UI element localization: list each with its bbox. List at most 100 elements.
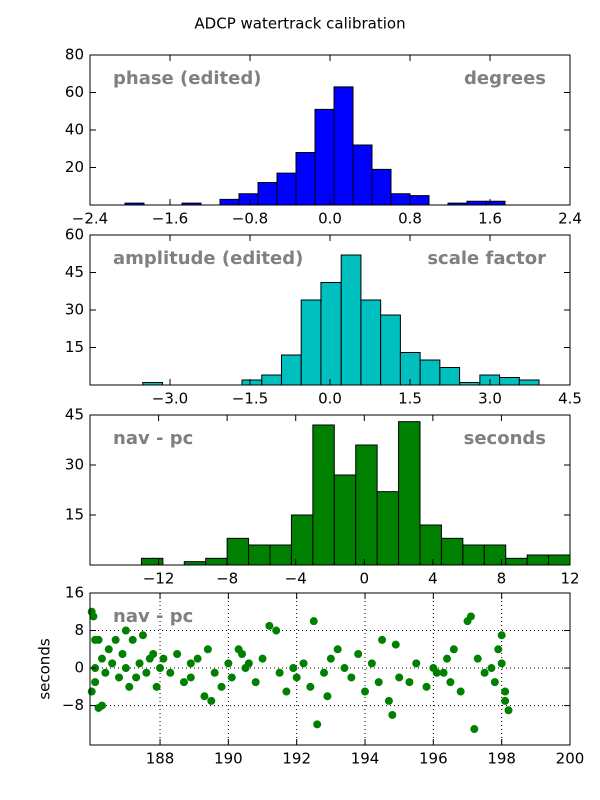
scatter-point (272, 626, 281, 635)
scatter-point (193, 654, 202, 663)
y-tick-label: 15 (65, 338, 84, 356)
scatter-point (210, 668, 219, 677)
x-tick-label: 8 (497, 570, 507, 588)
bar (526, 554, 550, 566)
bar (219, 198, 240, 206)
scatter-point (470, 725, 479, 734)
bar (485, 200, 506, 206)
bar (409, 195, 430, 206)
y-tick-label: 40 (65, 121, 84, 139)
x-tick-label: −2.4 (72, 210, 108, 228)
bar (483, 544, 507, 566)
scatter-point (446, 678, 455, 687)
x-tick-label: −1.6 (152, 210, 188, 228)
scatter-point (125, 682, 134, 691)
scatter-point (244, 659, 253, 668)
scatter-point (487, 664, 496, 673)
scatter-point (439, 668, 448, 677)
bar (340, 254, 362, 386)
scatter-point (333, 645, 342, 654)
scatter-point (166, 668, 175, 677)
bar (312, 424, 335, 566)
bar (439, 367, 461, 386)
x-tick-label: 2.4 (558, 210, 582, 228)
scatter-point (275, 668, 284, 677)
scatter-point (121, 626, 130, 635)
scatter-point (227, 673, 236, 682)
scatter-point (501, 696, 510, 705)
scatter-point (367, 659, 376, 668)
scatter-point (118, 649, 127, 658)
x-tick-label: 194 (351, 750, 380, 768)
scatter-point (374, 678, 383, 687)
x-tick-label: −3.0 (152, 390, 188, 408)
scatter-point (156, 664, 165, 673)
scatter-point (108, 659, 117, 668)
bar (226, 537, 250, 566)
bar (333, 86, 354, 206)
scatter-point (238, 649, 247, 658)
y-tick-label: −8 (62, 696, 84, 714)
bar (257, 182, 278, 206)
scatter-point (217, 682, 226, 691)
y-tick-label: 60 (65, 226, 84, 244)
bar (295, 152, 316, 206)
bar (462, 544, 485, 566)
scatter-point (504, 706, 513, 715)
scatter-point (313, 720, 322, 729)
x-tick-label: −1.5 (232, 390, 268, 408)
scatter-point (159, 654, 168, 663)
bar (352, 144, 373, 206)
bar (269, 544, 292, 566)
scatter-point (501, 687, 510, 696)
y-tick-label: 45 (65, 263, 84, 281)
scatter-point (405, 678, 414, 687)
bar (499, 377, 520, 386)
scatter-point (449, 645, 458, 654)
x-tick-label: 12 (560, 570, 579, 588)
scatter-point (456, 687, 465, 696)
y-tick-label: 60 (65, 83, 84, 101)
y-tick-label: 30 (65, 456, 84, 474)
scatter-point (490, 678, 499, 687)
scatter-point (292, 673, 301, 682)
x-tick-label: 0.8 (398, 210, 422, 228)
y-tick-label: 80 (65, 46, 84, 64)
bar (333, 474, 357, 566)
scatter-point (289, 664, 298, 673)
x-tick-label: 190 (214, 750, 243, 768)
x-tick-label: 1.5 (398, 390, 422, 408)
bar (419, 359, 441, 386)
bar (280, 354, 302, 386)
scatter-point (186, 673, 195, 682)
bar (440, 537, 464, 566)
y-tick-label: 20 (65, 158, 84, 176)
x-tick-label: 192 (282, 750, 311, 768)
bar (314, 108, 335, 206)
scatter-point (94, 635, 103, 644)
scatter-point (422, 682, 431, 691)
x-tick-label: −12 (143, 570, 175, 588)
scatter-point (149, 649, 158, 658)
scatter-point (104, 645, 113, 654)
scatter-point (391, 640, 400, 649)
scatter-point (320, 668, 329, 677)
y-axis-label: seconds (36, 638, 54, 699)
x-tick-label: 196 (419, 750, 448, 768)
bar (360, 299, 382, 386)
annotation: nav - pc (113, 428, 193, 449)
bar (371, 168, 392, 206)
x-tick-label: 0.0 (318, 390, 342, 408)
y-tick-label: 30 (65, 301, 84, 319)
bar (238, 193, 259, 206)
annotation: amplitude (edited) (113, 248, 303, 269)
scatter-point (152, 682, 161, 691)
scatter-point (466, 612, 475, 621)
scatter-point (89, 612, 98, 621)
bar (380, 314, 401, 386)
bar (376, 491, 400, 566)
scatter-point (340, 664, 349, 673)
bar (205, 557, 228, 566)
scatter-point (200, 692, 209, 701)
scatter-point (480, 668, 489, 677)
